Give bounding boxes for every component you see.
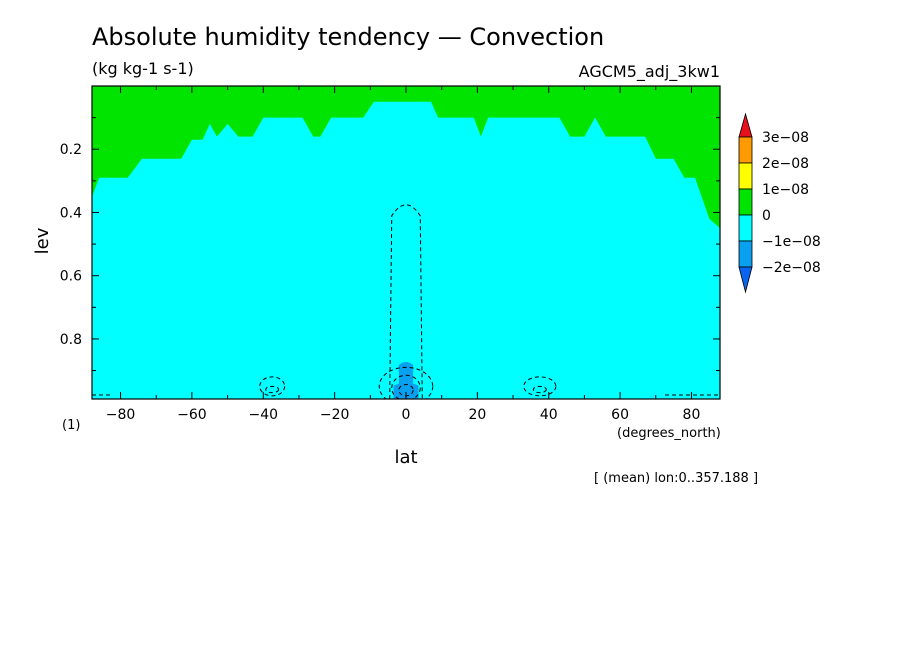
y-tick-label: 0.4 xyxy=(60,205,82,221)
chart-title: Absolute humidity tendency — Convection xyxy=(92,23,604,51)
dataset-name: AGCM5_adj_3kw1 xyxy=(579,62,720,82)
plot-area xyxy=(91,85,721,400)
x-tick-label: 40 xyxy=(540,407,558,423)
y-axis: 0.2 0.4 0.6 0.8 xyxy=(60,117,720,372)
colorbar-segment xyxy=(738,240,753,268)
x-tick-label: 60 xyxy=(611,407,629,423)
colorbar-segment xyxy=(738,162,753,190)
x-tick-label: 20 xyxy=(468,407,486,423)
x-axis-units: (degrees_north) xyxy=(617,426,721,441)
contour-ellipse-6 xyxy=(378,366,434,399)
y-axis-label: lev xyxy=(32,227,53,254)
green-region xyxy=(92,86,720,229)
colorbar-label: 2e−08 xyxy=(762,156,809,172)
colorbar-segment xyxy=(738,188,753,216)
colorbar-label: 3e−08 xyxy=(762,130,809,146)
y-axis-units: (1) xyxy=(62,418,80,433)
colorbar-top-triangle xyxy=(738,112,753,138)
x-tick-label: 80 xyxy=(683,407,701,423)
x-tick-label: −20 xyxy=(320,407,350,423)
averaging-note: [ (mean) lon:0..357.188 ] xyxy=(594,471,758,486)
colorbar-segment xyxy=(738,136,753,164)
contour-ellipse-7 xyxy=(391,374,421,399)
contour-ellipse-5 xyxy=(532,385,547,394)
x-tick-label: −80 xyxy=(106,407,136,423)
colorbar: 3e−08 2e−08 1e−08 0 −1e−08 −2e−08 xyxy=(738,112,821,294)
colorbar-label: −2e−08 xyxy=(762,260,821,276)
y-tick-label: 0.8 xyxy=(60,332,82,348)
colorbar-label: 0 xyxy=(762,208,771,224)
y-tick-label: 0.2 xyxy=(60,142,82,158)
chart-units: (kg kg-1 s-1) xyxy=(92,59,194,78)
colorbar-segment xyxy=(738,214,753,242)
contour-ellipse-4 xyxy=(523,376,557,397)
colorbar-label: −1e−08 xyxy=(762,234,821,250)
plot-layer xyxy=(92,86,720,399)
y-tick-label: 0.6 xyxy=(60,269,82,285)
x-axis-label: lat xyxy=(394,447,417,468)
x-tick-label: −60 xyxy=(177,407,207,423)
contour-ellipse-2 xyxy=(259,376,286,397)
colorbar-bottom-triangle xyxy=(738,266,753,294)
contour-ellipse-3 xyxy=(265,385,280,394)
contour-plume xyxy=(389,204,423,399)
x-tick-label: 0 xyxy=(402,407,411,423)
x-axis: −80 −60 −40 −20 0 20 40 60 80 xyxy=(106,86,701,423)
colorbar-label: 1e−08 xyxy=(762,182,809,198)
x-tick-label: −40 xyxy=(248,407,278,423)
